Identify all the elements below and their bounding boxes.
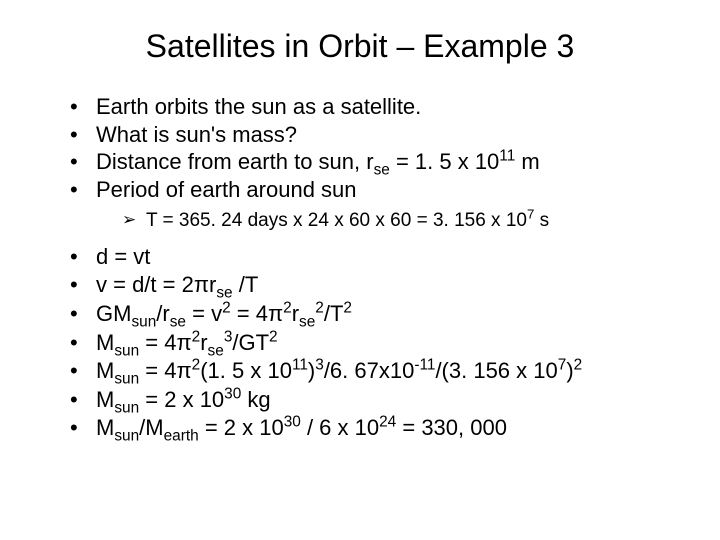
bullet-item: GMsun/rse = v2 = 4π2rse2/T2 xyxy=(78,300,670,329)
sub-bullet-list: T = 365. 24 days x 24 x 60 x 60 = 3. 156… xyxy=(50,209,670,233)
bullet-item: What is sun's mass? xyxy=(78,121,670,149)
slide-title: Satellites in Orbit – Example 3 xyxy=(50,28,670,65)
bullet-item: Distance from earth to sun, rse = 1. 5 x… xyxy=(78,148,670,176)
slide: Satellites in Orbit – Example 3 Earth or… xyxy=(0,0,720,540)
bottom-bullet-list: d = vt v = d/t = 2πrse /T GMsun/rse = v2… xyxy=(50,243,670,443)
bullet-item: v = d/t = 2πrse /T xyxy=(78,271,670,300)
bullet-item: Period of earth around sun xyxy=(78,176,670,204)
top-bullet-list: Earth orbits the sun as a satellite. Wha… xyxy=(50,93,670,203)
sub-bullet-item: T = 365. 24 days x 24 x 60 x 60 = 3. 156… xyxy=(128,209,670,233)
bullet-item: Msun = 4π2rse3/GT2 xyxy=(78,329,670,358)
bullet-item: Msun = 4π2(1. 5 x 1011)3/6. 67x10-11/(3.… xyxy=(78,357,670,386)
bullet-item: Msun = 2 x 1030 kg xyxy=(78,386,670,415)
bullet-item: Earth orbits the sun as a satellite. xyxy=(78,93,670,121)
bullet-item: d = vt xyxy=(78,243,670,272)
bullet-item: Msun/Mearth = 2 x 1030 / 6 x 1024 = 330,… xyxy=(78,414,670,443)
